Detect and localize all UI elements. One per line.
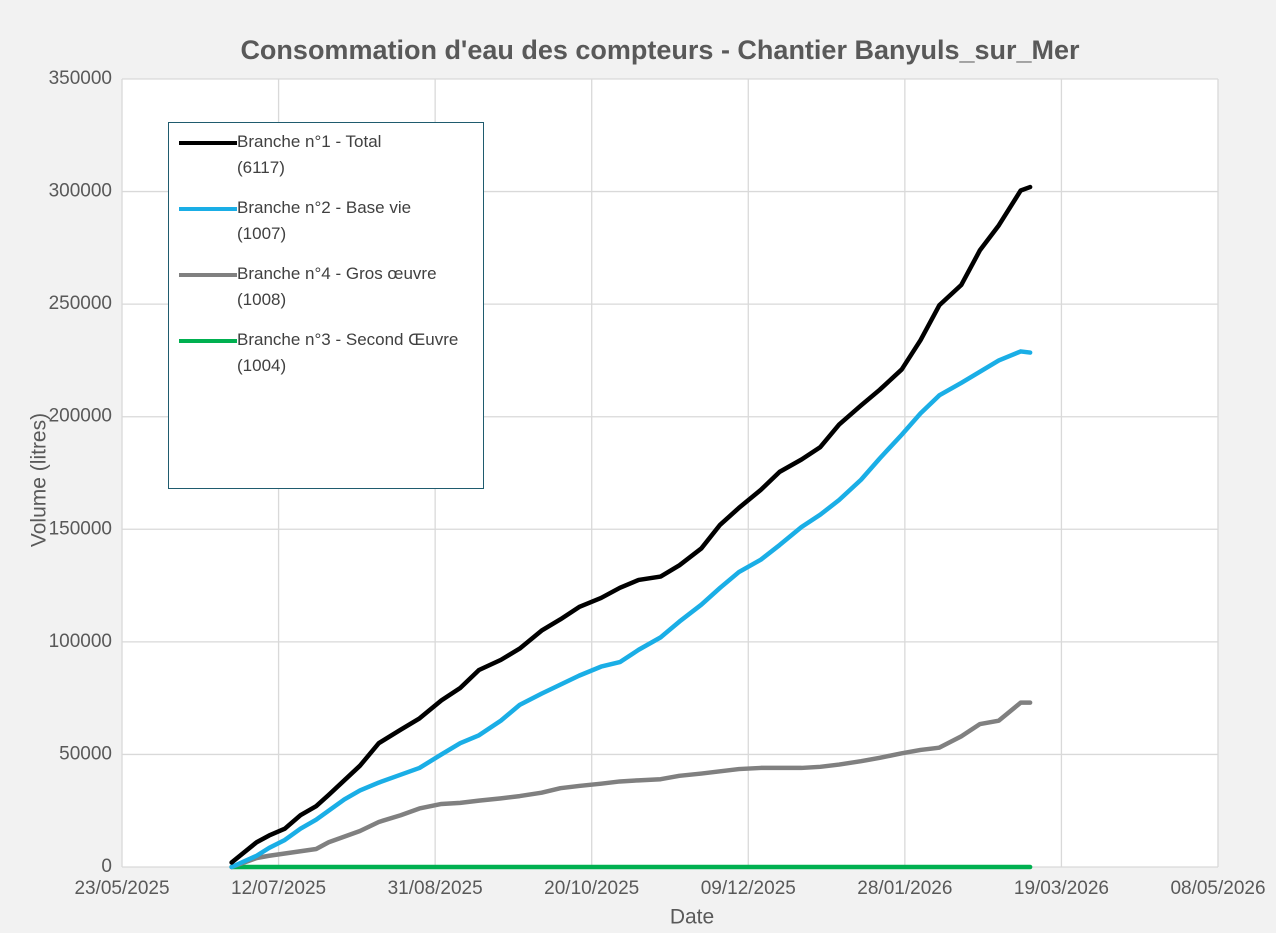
x-tick-label: 19/03/2026 xyxy=(1014,878,1109,899)
legend-swatch xyxy=(179,273,237,277)
y-tick-label: 350000 xyxy=(49,68,112,89)
x-axis-label: Date xyxy=(670,906,714,929)
legend: Branche n°1 - Total (6117) Branche n°2 - B… xyxy=(168,122,484,489)
chart-title: Consommation d'eau des compteurs - Chant… xyxy=(240,35,1080,65)
x-tick-label: 12/07/2025 xyxy=(231,878,326,899)
legend-swatch xyxy=(179,207,237,211)
line-series xyxy=(229,184,1033,865)
y-tick-label: 150000 xyxy=(49,518,112,539)
y-tick-label: 200000 xyxy=(49,406,112,427)
x-tick-label: 23/05/2025 xyxy=(74,878,169,899)
y-tick-label: 0 xyxy=(101,856,112,877)
legend-swatch xyxy=(179,339,237,343)
legend-label: Branche n°1 - Total (6117) xyxy=(237,132,382,177)
y-tick-label: 50000 xyxy=(59,743,112,764)
legend-label: Branche n°4 - Gros œuvre (1008) xyxy=(237,264,437,309)
legend-item: Branche n°4 - Gros œuvre (1008) xyxy=(179,261,483,313)
legend-item: Branche n°1 - Total (6117) xyxy=(179,129,483,181)
y-tick-label: 250000 xyxy=(49,293,112,314)
y-axis-label: Volume (litres) xyxy=(28,413,51,547)
x-tick-label: 09/12/2025 xyxy=(701,878,796,899)
x-tick-label: 31/08/2025 xyxy=(388,878,483,899)
y-tick-label: 100000 xyxy=(49,631,112,652)
x-tick-label: 28/01/2026 xyxy=(857,878,952,899)
x-tick-label: 08/05/2026 xyxy=(1170,878,1265,899)
y-tick-label: 300000 xyxy=(49,181,112,202)
line-series xyxy=(229,349,1033,870)
legend-label: Branche n°3 - Second Œuvre (1004) xyxy=(237,330,459,375)
legend-item: Branche n°3 - Second Œuvre (1004) xyxy=(179,327,483,379)
x-tick-label: 20/10/2025 xyxy=(544,878,639,899)
legend-label: Branche n°2 - Base vie (1007) xyxy=(237,198,412,243)
legend-swatch xyxy=(179,141,237,145)
legend-item: Branche n°2 - Base vie (1007) xyxy=(179,195,483,247)
line-series xyxy=(229,700,1033,870)
